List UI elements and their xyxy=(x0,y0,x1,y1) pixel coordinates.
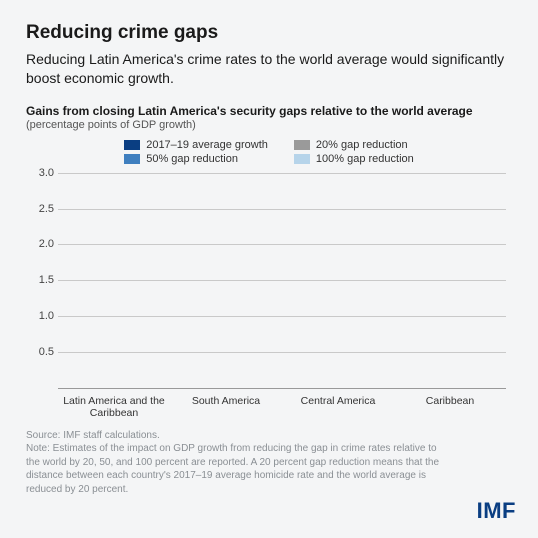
legend-item: 100% gap reduction xyxy=(294,153,414,165)
y-tick-label: 1.5 xyxy=(30,274,54,286)
chart-title: Gains from closing Latin America's secur… xyxy=(26,104,512,118)
legend-swatch xyxy=(294,154,310,164)
y-tick-label: 1.0 xyxy=(30,310,54,322)
legend-label: 100% gap reduction xyxy=(316,153,414,165)
y-tick-label: 0.5 xyxy=(30,346,54,358)
gridline xyxy=(58,209,506,210)
gridline xyxy=(58,244,506,245)
x-axis-labels: Latin America and the CaribbeanSouth Ame… xyxy=(58,391,506,419)
legend-item: 20% gap reduction xyxy=(294,139,414,151)
legend-item: 50% gap reduction xyxy=(124,153,268,165)
gridline xyxy=(58,280,506,281)
chart: 0.51.01.52.02.53.0 Latin America and the… xyxy=(32,171,512,419)
note-text: Note: Estimates of the impact on GDP gro… xyxy=(26,442,442,496)
legend-swatch xyxy=(124,140,140,150)
source-text: Source: IMF staff calculations. xyxy=(26,429,442,443)
footer: Source: IMF staff calculations. Note: Es… xyxy=(26,429,512,497)
y-tick-label: 2.0 xyxy=(30,238,54,250)
legend-label: 50% gap reduction xyxy=(146,153,238,165)
legend-label: 20% gap reduction xyxy=(316,139,408,151)
y-tick-label: 3.0 xyxy=(30,167,54,179)
x-tick-label: South America xyxy=(170,391,282,419)
imf-logo: IMF xyxy=(477,498,516,524)
legend-item: 2017–19 average growth xyxy=(124,139,268,151)
legend-label: 2017–19 average growth xyxy=(146,139,268,151)
gridline xyxy=(58,352,506,353)
x-tick-label: Latin America and the Caribbean xyxy=(58,391,170,419)
legend-swatch xyxy=(294,140,310,150)
y-tick-label: 2.5 xyxy=(30,203,54,215)
page-subtitle: Reducing Latin America's crime rates to … xyxy=(26,50,512,88)
chart-subtitle: (percentage points of GDP growth) xyxy=(26,119,512,131)
x-tick-label: Central America xyxy=(282,391,394,419)
x-tick-label: Caribbean xyxy=(394,391,506,419)
legend-swatch xyxy=(124,154,140,164)
page-title: Reducing crime gaps xyxy=(26,22,512,44)
legend: 2017–19 average growth 20% gap reduction 5… xyxy=(26,139,512,165)
plot-area: 0.51.01.52.02.53.0 xyxy=(58,173,506,389)
gridline xyxy=(58,316,506,317)
gridline xyxy=(58,173,506,174)
